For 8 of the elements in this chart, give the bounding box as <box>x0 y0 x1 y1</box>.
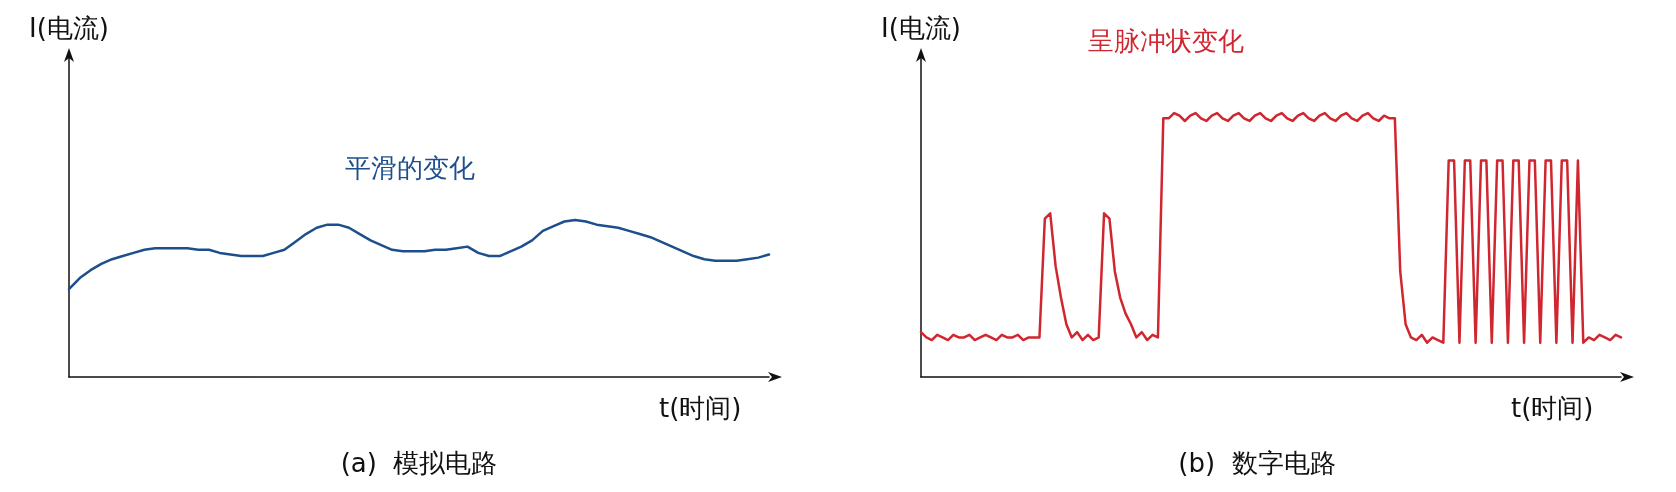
y-axis-title: I(电流) <box>881 13 961 43</box>
x-axis-title: t(时间) <box>659 393 742 423</box>
y-axis-title: I(电流) <box>29 13 109 43</box>
text: (a) 模拟电路 <box>340 448 498 478</box>
text: 呈脉冲状变化 <box>1088 26 1244 56</box>
text: 平滑的变化 <box>345 153 475 183</box>
x-axis-title: t(时间) <box>1511 393 1594 423</box>
text: (b) 数字电路 <box>1178 448 1336 478</box>
